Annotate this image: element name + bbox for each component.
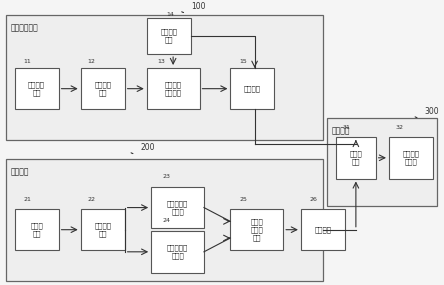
Text: 前置放大
电路: 前置放大 电路 <box>94 81 111 96</box>
Text: 200: 200 <box>140 143 155 152</box>
Text: 分压取样
电路: 分压取样 电路 <box>94 222 111 237</box>
FancyBboxPatch shape <box>81 68 125 109</box>
Text: 22: 22 <box>87 197 95 202</box>
Text: 人体感应电路: 人体感应电路 <box>10 24 38 33</box>
FancyBboxPatch shape <box>301 209 345 251</box>
Text: 红外传感
电路: 红外传感 电路 <box>28 81 45 96</box>
FancyBboxPatch shape <box>15 209 59 251</box>
Text: 26: 26 <box>309 197 317 202</box>
Text: 驱动电路: 驱动电路 <box>244 86 261 92</box>
Text: 25: 25 <box>239 197 247 202</box>
Text: 第三电压比
较电路: 第三电压比 较电路 <box>167 245 188 259</box>
Text: 第一电压
比较电路: 第一电压 比较电路 <box>165 81 182 96</box>
Text: 基准电压
电路: 基准电压 电路 <box>160 29 177 44</box>
Text: 21: 21 <box>24 197 31 202</box>
Bar <box>6 159 323 281</box>
Text: 与非门
模块: 与非门 模块 <box>349 150 362 165</box>
Text: 32: 32 <box>396 125 404 130</box>
FancyBboxPatch shape <box>230 68 274 109</box>
FancyBboxPatch shape <box>151 231 204 272</box>
Text: 静电线
插座: 静电线 插座 <box>30 222 43 237</box>
Text: 第四电
压比较
电路: 第四电 压比较 电路 <box>250 218 263 241</box>
FancyBboxPatch shape <box>147 18 191 54</box>
Bar <box>327 118 437 206</box>
Bar <box>6 15 323 140</box>
FancyBboxPatch shape <box>15 68 59 109</box>
FancyBboxPatch shape <box>81 209 125 251</box>
Text: 开关电路: 开关电路 <box>314 226 331 233</box>
Text: 15: 15 <box>239 59 247 64</box>
Text: 100: 100 <box>191 2 205 11</box>
Text: 13: 13 <box>158 59 166 64</box>
Text: 300: 300 <box>424 107 439 116</box>
Text: 31: 31 <box>343 125 351 130</box>
Text: 第二电压比
较电路: 第二电压比 较电路 <box>167 200 188 215</box>
Text: 报警电路: 报警电路 <box>332 126 350 135</box>
Text: 蜂鸣器报
警电路: 蜂鸣器报 警电路 <box>402 150 420 165</box>
Text: 14: 14 <box>166 12 174 17</box>
Text: 12: 12 <box>87 59 95 64</box>
FancyBboxPatch shape <box>151 187 204 228</box>
Text: 23: 23 <box>162 174 170 178</box>
FancyBboxPatch shape <box>389 137 433 178</box>
FancyBboxPatch shape <box>147 68 199 109</box>
FancyBboxPatch shape <box>336 137 376 178</box>
FancyBboxPatch shape <box>230 209 283 251</box>
Text: 11: 11 <box>24 59 31 64</box>
Text: 检测电路: 检测电路 <box>10 168 29 176</box>
Text: 24: 24 <box>162 218 170 223</box>
